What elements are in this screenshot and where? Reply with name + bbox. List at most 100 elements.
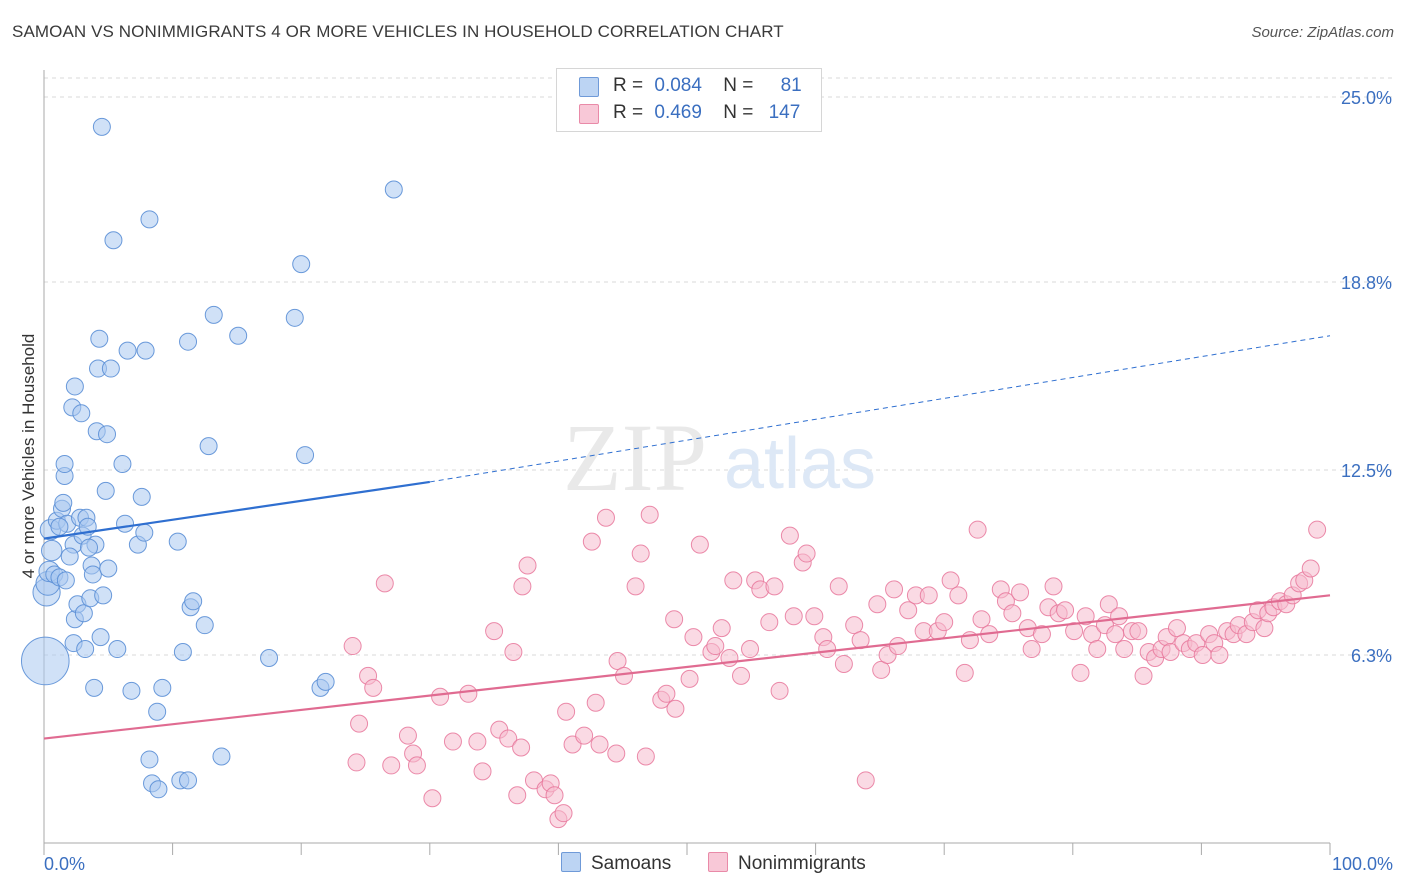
nonimmigrants-point — [1161, 643, 1180, 662]
samoans-point — [285, 308, 304, 327]
samoans-point — [116, 514, 135, 533]
nonimmigrants-point — [631, 544, 650, 563]
samoans-point — [65, 377, 84, 396]
samoans-point — [99, 559, 118, 578]
nonimmigrants-point — [468, 732, 487, 751]
nonimmigrants-point — [1065, 622, 1084, 641]
nonimmigrants-point — [805, 607, 824, 626]
samoans-point — [168, 532, 187, 551]
samoans-point — [76, 640, 95, 659]
nonimmigrants-point — [1032, 625, 1051, 644]
samoans-swatch — [579, 77, 599, 97]
nonimmigrants-trend-line — [43, 594, 1331, 740]
nonimmigrants-point — [508, 786, 527, 805]
nonimmigrants-point — [575, 726, 594, 745]
samoans-trend-line — [43, 480, 430, 540]
nonimmigrants-point — [1044, 577, 1063, 596]
nonimmigrants-point — [398, 726, 417, 745]
samoans-point — [20, 636, 70, 686]
nonimmigrants-point — [499, 729, 518, 748]
nonimmigrants-point — [1076, 607, 1095, 626]
nonimmigrants-point — [899, 601, 918, 620]
samoans-point — [118, 341, 137, 360]
samoans-point — [140, 210, 159, 229]
nonimmigrants-point — [680, 669, 699, 688]
samoans-point — [122, 681, 141, 700]
nonimmigrants-point — [684, 628, 703, 647]
y-axis-label: 4 or more Vehicles in Household — [19, 334, 38, 579]
nonimmigrants-point — [1022, 640, 1041, 659]
samoans-point — [136, 341, 155, 360]
nonimmigrants-point — [1011, 583, 1030, 602]
x-tick-label: 100.0% — [1332, 854, 1393, 874]
samoans-point — [149, 780, 168, 799]
nonimmigrants-point — [1115, 640, 1134, 659]
nonimmigrants-point — [770, 681, 789, 700]
samoans-point — [91, 628, 110, 647]
nonimmigrants-point — [364, 678, 383, 697]
samoans-point — [135, 523, 154, 542]
nonimmigrants-point — [343, 637, 362, 656]
legend-item-samoans: Samoans — [561, 852, 671, 875]
legend-r-value: 0.084 — [654, 75, 702, 96]
nonimmigrants-point — [607, 744, 626, 763]
nonimmigrants-point — [640, 505, 659, 524]
nonimmigrants-point — [797, 544, 816, 563]
nonimmigrants-point — [949, 586, 968, 605]
nonimmigrants-point — [485, 622, 504, 641]
nonimmigrants-point — [972, 610, 991, 629]
samoans-point — [56, 571, 75, 590]
nonimmigrants-point — [504, 643, 523, 662]
nonimmigrants-point — [582, 532, 601, 551]
x-tick-label: 0.0% — [44, 854, 85, 874]
samoans-point — [60, 547, 79, 566]
samoans-point — [101, 359, 120, 378]
nonimmigrants-point — [407, 756, 426, 775]
samoans-point — [199, 437, 218, 456]
nonimmigrants-point — [888, 637, 907, 656]
samoans-points — [20, 117, 403, 799]
nonimmigrants-point — [765, 577, 784, 596]
samoans-point — [148, 702, 167, 721]
samoans-point — [92, 117, 111, 136]
samoans-point — [179, 771, 198, 790]
nonimmigrants-point — [1134, 666, 1153, 685]
nonimmigrants-point — [1301, 559, 1320, 578]
nonimmigrants-point — [657, 684, 676, 703]
nonimmigrants-point — [443, 732, 462, 751]
samoans-point — [80, 538, 99, 557]
samoans-point — [384, 180, 403, 199]
y-tick-label: 12.5% — [1341, 461, 1392, 481]
nonimmigrants-point — [941, 571, 960, 590]
samoans-point — [72, 404, 91, 423]
nonimmigrants-point — [665, 610, 684, 629]
samoans-trend-extension — [429, 335, 1331, 483]
nonimmigrants-point — [614, 666, 633, 685]
samoans-legend-label: Samoans — [591, 853, 672, 874]
nonimmigrants-point — [724, 571, 743, 590]
nonimmigrants-point — [382, 756, 401, 775]
tick-labels: 6.3% 12.5% 18.8% 25.0% 0.0% 100.0% — [44, 88, 1393, 874]
samoans-point — [94, 586, 113, 605]
y-tick-label: 25.0% — [1341, 88, 1392, 108]
nonimmigrants-point — [885, 580, 904, 599]
gridlines — [44, 77, 1392, 656]
nonimmigrants-point — [636, 747, 655, 766]
nonimmigrants-point — [732, 666, 751, 685]
legend-n-label: N = — [723, 75, 754, 96]
nonimmigrants-point — [347, 753, 366, 772]
samoans-point — [74, 604, 93, 623]
nonimmigrants-point — [1308, 520, 1327, 539]
nonimmigrants-point — [1210, 646, 1229, 665]
samoans-point — [96, 481, 115, 500]
nonimmigrants-point — [935, 613, 954, 632]
axes — [43, 70, 1331, 855]
watermark-zip: ZIP — [563, 404, 707, 511]
nonimmigrants-point — [784, 607, 803, 626]
nonimmigrants-point — [423, 789, 442, 808]
nonimmigrants-points — [343, 505, 1327, 829]
samoans-point — [292, 255, 311, 274]
nonimmigrants-point — [690, 535, 709, 554]
y-tick-label: 6.3% — [1351, 646, 1392, 666]
nonimmigrants-point — [1255, 619, 1274, 638]
